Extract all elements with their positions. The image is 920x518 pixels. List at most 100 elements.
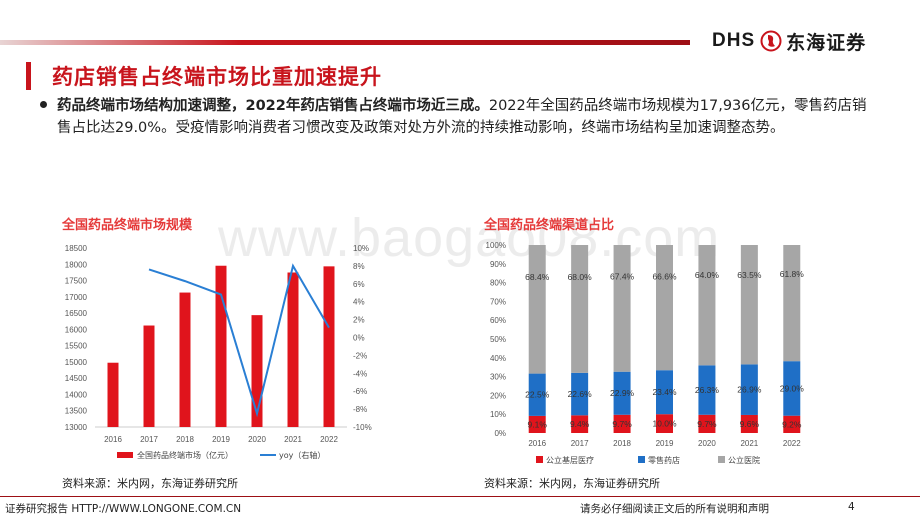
y-tick-label: 10% [490, 410, 506, 419]
y2-tick-label: 0% [353, 334, 365, 343]
market-size-bar [143, 325, 155, 427]
chart1-source: 资料来源：米内网，东海证券研究所 [62, 477, 238, 490]
y-tick-label: 40% [490, 354, 506, 363]
x-tick-label: 2022 [783, 439, 801, 448]
y-tick-label: 18500 [65, 244, 88, 253]
share-bar-segment [571, 415, 589, 433]
share-bar-segment [528, 373, 546, 416]
market-size-bar [251, 315, 263, 427]
share-bar-segment [740, 245, 758, 365]
share-bar-segment [740, 414, 758, 433]
seahorse-logo-icon [760, 30, 782, 52]
share-data-label: 23.4% [652, 387, 677, 397]
y2-tick-label: -4% [353, 369, 367, 378]
share-data-label: 26.3% [695, 385, 720, 395]
chart2-title: 全国药品终端渠道占比 [484, 218, 615, 233]
market-size-bar [215, 265, 227, 427]
y2-tick-label: 8% [353, 262, 365, 271]
y-tick-label: 60% [490, 316, 506, 325]
y2-tick-label: 10% [353, 244, 369, 253]
share-data-label: 9.6% [740, 419, 760, 429]
share-bar-segment [656, 370, 673, 415]
y2-tick-label: -10% [353, 423, 372, 432]
share-bar-segment [740, 364, 758, 415]
y-tick-label: 13000 [65, 423, 88, 432]
market-size-bar [323, 266, 335, 427]
y2-tick-label: -2% [353, 351, 367, 360]
y2-tick-label: 4% [353, 298, 365, 307]
y-tick-label: 16000 [65, 325, 88, 334]
y2-tick-label: 6% [353, 280, 365, 289]
y-tick-label: 70% [490, 297, 506, 306]
share-bar-segment [528, 245, 546, 374]
footer-website: 证券研究报告 HTTP://WWW.LONGONE.COM.CN [5, 503, 242, 515]
bullet-bold-text: 药品终端市场结构加速调整，2022年药店销售占终端市场近三成。 [57, 98, 489, 114]
legend-swatch [718, 456, 725, 463]
x-tick-label: 2018 [613, 439, 631, 448]
share-bar-segment [698, 414, 716, 433]
share-bar-segment [613, 245, 631, 372]
y2-tick-label: 2% [353, 316, 365, 325]
legend-swatch [536, 456, 543, 463]
market-size-bar [179, 292, 191, 427]
share-data-label: 66.6% [652, 271, 677, 281]
y-tick-label: 20% [490, 391, 506, 400]
share-data-label: 22.5% [525, 390, 550, 400]
legend-label: 零售药店 [648, 455, 680, 465]
footer-disclaimer: 请务必仔细阅读正文后的所有说明和声明 [580, 503, 769, 515]
title-accent-bar [26, 62, 31, 90]
legend-swatch [638, 456, 645, 463]
share-data-label: 9.1% [528, 419, 548, 429]
yoy-line [148, 263, 330, 418]
y-tick-label: 18000 [65, 260, 88, 269]
legend-label: 公立医院 [728, 455, 760, 465]
channel-share-chart: 0% 10% 20% 30% 40% 50% 60% 70% 80% 90% 100% 9.1% 22.… [486, 241, 805, 465]
bullet-paragraph: 药品终端市场结构加速调整，2022年药店销售占终端市场近三成。2022年全国药品… [57, 95, 877, 139]
legend-label: 公立基层医疗 [546, 455, 594, 465]
legend-bar-label: 全国药品终端市场（亿元） [137, 450, 233, 460]
x-tick-label: 2021 [284, 435, 302, 444]
share-data-label: 67.4% [610, 272, 635, 282]
header-divider [0, 40, 690, 45]
bullet-dot-icon [40, 101, 47, 108]
x-tick-label: 2020 [698, 439, 716, 448]
share-data-label: 26.9% [737, 385, 762, 395]
y-tick-label: 17500 [65, 277, 88, 286]
share-bar-segment [613, 414, 631, 433]
x-tick-label: 2016 [528, 439, 546, 448]
share-bar-segment [528, 415, 546, 433]
chart1-title: 全国药品终端市场规模 [62, 218, 193, 233]
y-tick-label: 14000 [65, 390, 88, 399]
market-size-bar [287, 272, 299, 427]
y-tick-label: 17000 [65, 293, 88, 302]
y-tick-label: 50% [490, 335, 506, 344]
y-tick-label: 16500 [65, 309, 88, 318]
page-title: 药店销售占终端市场比重加速提升 [52, 65, 382, 89]
share-bar-segment [783, 415, 801, 433]
y-tick-label: 15500 [65, 342, 88, 351]
y2-tick-label: -6% [353, 387, 367, 396]
share-bar-segment [656, 245, 673, 371]
share-data-label: 29.0% [780, 383, 805, 393]
share-bar-segment [783, 245, 801, 362]
bullet-text: 2022年全国药品终端市场规模为17,936亿元，零售药店销售占比达29.0%。… [57, 98, 867, 136]
y-tick-label: 13500 [65, 407, 88, 416]
y-tick-label: 15000 [65, 358, 88, 367]
share-data-label: 22.9% [610, 388, 635, 398]
x-tick-label: 2021 [740, 439, 758, 448]
share-data-label: 10.0% [652, 419, 677, 429]
footer-divider [0, 496, 920, 497]
y-tick-label: 80% [490, 279, 506, 288]
x-tick-label: 2018 [176, 435, 194, 444]
y-tick-label: 30% [490, 373, 506, 382]
share-data-label: 68.4% [525, 272, 550, 282]
share-data-label: 64.0% [695, 270, 720, 280]
x-tick-label: 2019 [656, 439, 674, 448]
x-tick-label: 2022 [320, 435, 338, 444]
x-tick-label: 2017 [140, 435, 158, 444]
legend-line-label: yoy（右轴） [279, 450, 325, 460]
market-size-chart: 13000 13500 14000 14500 15000 15500 16000 16500… [65, 244, 372, 460]
y2-tick-label: -8% [353, 405, 367, 414]
y-tick-label: 90% [490, 260, 506, 269]
y-tick-label: 100% [486, 241, 506, 250]
